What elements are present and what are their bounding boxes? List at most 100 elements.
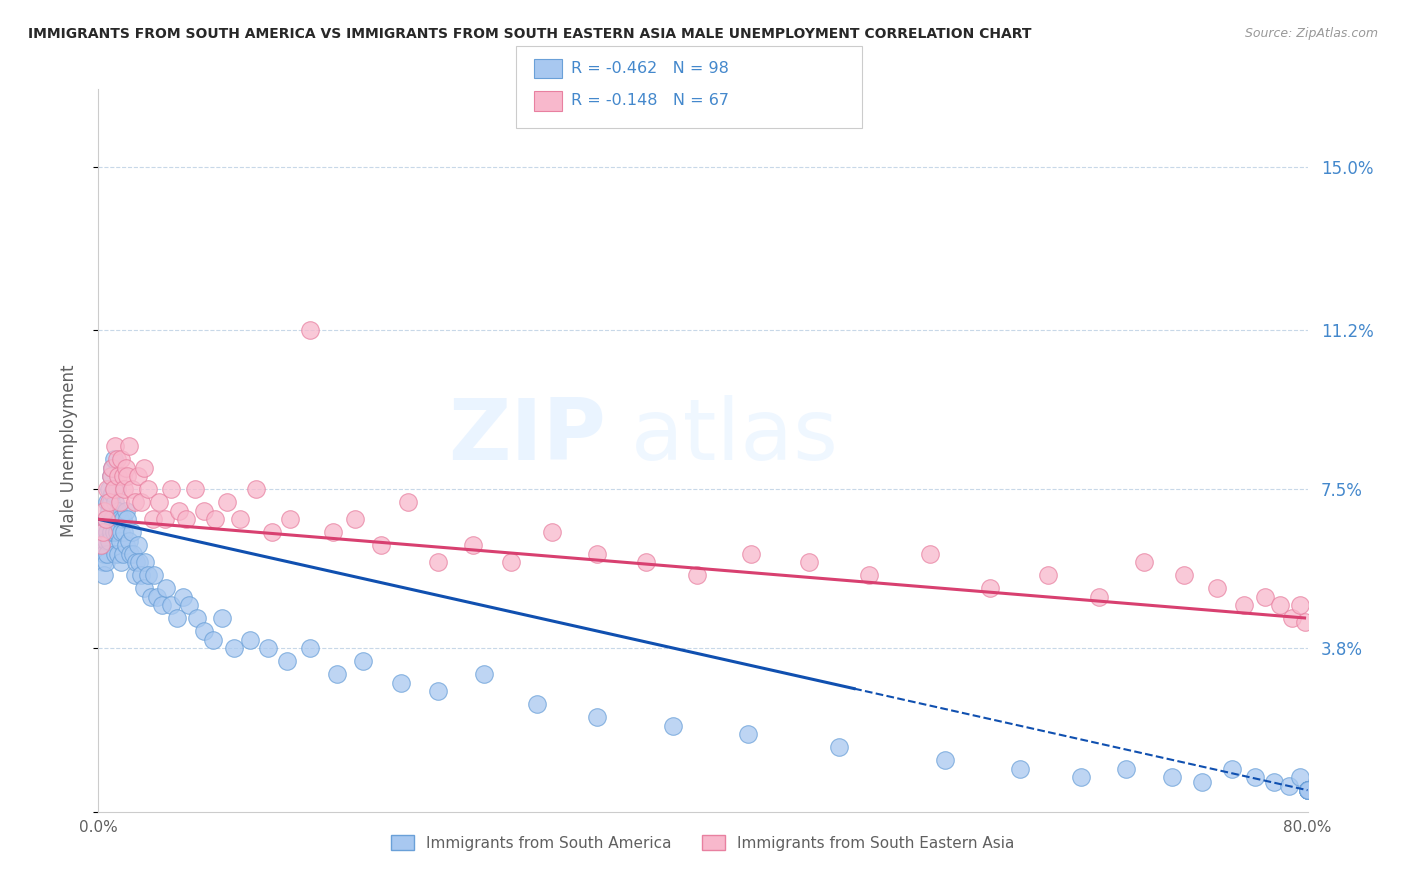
Point <box>91 525 114 540</box>
Point <box>1191 774 1213 789</box>
Point <box>122 547 145 561</box>
Point <box>104 439 127 453</box>
Legend: Immigrants from South America, Immigrants from South Eastern Asia: Immigrants from South America, Immigrant… <box>384 827 1022 858</box>
Point <box>193 624 215 639</box>
Point <box>104 495 127 509</box>
Point <box>110 525 132 540</box>
Point <box>111 512 134 526</box>
Point <box>100 495 122 509</box>
Point <box>121 482 143 496</box>
Point <box>90 538 112 552</box>
Point <box>239 632 262 647</box>
Point <box>686 568 709 582</box>
Point <box>918 547 941 561</box>
Point <box>1296 783 1319 797</box>
Point <box>93 547 115 561</box>
Point <box>103 482 125 496</box>
Point <box>1254 590 1277 604</box>
Point <box>118 533 141 548</box>
Point <box>105 525 128 540</box>
Point <box>427 684 450 698</box>
Point <box>94 555 117 569</box>
Point <box>1296 783 1319 797</box>
Point <box>98 533 121 548</box>
Point <box>1296 783 1319 797</box>
Point <box>101 486 124 500</box>
Point <box>1263 774 1285 789</box>
Point <box>1233 599 1256 613</box>
Point <box>797 555 820 569</box>
Point <box>105 452 128 467</box>
Point <box>499 555 522 569</box>
Point <box>1278 779 1301 793</box>
Point <box>132 460 155 475</box>
Point <box>160 482 183 496</box>
Point <box>1173 568 1195 582</box>
Point <box>94 512 117 526</box>
Point <box>146 590 169 604</box>
Point <box>124 568 146 582</box>
Point <box>96 547 118 561</box>
Point <box>172 590 194 604</box>
Point <box>1296 783 1319 797</box>
Point <box>1070 770 1092 784</box>
Point <box>256 641 278 656</box>
Point <box>299 323 322 337</box>
Point <box>104 547 127 561</box>
Point <box>108 495 131 509</box>
Point <box>110 452 132 467</box>
Point <box>105 482 128 496</box>
Point <box>174 512 197 526</box>
Point <box>280 512 302 526</box>
Point <box>344 512 367 526</box>
Point <box>184 482 207 496</box>
Point <box>1220 762 1243 776</box>
Point <box>167 503 190 517</box>
Point <box>202 632 225 647</box>
Point <box>262 525 284 540</box>
Point <box>389 675 412 690</box>
Point <box>858 568 880 582</box>
Point <box>427 555 450 569</box>
Point <box>115 512 138 526</box>
Point <box>204 512 226 526</box>
Point <box>737 727 759 741</box>
Point <box>132 581 155 595</box>
Point <box>179 599 201 613</box>
Text: Source: ZipAtlas.com: Source: ZipAtlas.com <box>1244 27 1378 40</box>
Point <box>215 495 238 509</box>
Point <box>1296 783 1319 797</box>
Point <box>111 469 134 483</box>
Point <box>1270 599 1292 613</box>
Point <box>96 482 118 496</box>
Point <box>101 460 124 475</box>
Point <box>352 654 374 668</box>
Point <box>136 482 159 496</box>
Point <box>98 503 121 517</box>
Point <box>108 512 131 526</box>
Point <box>94 512 117 526</box>
Point <box>150 599 173 613</box>
Point <box>155 581 177 595</box>
Text: ZIP: ZIP <box>449 394 606 477</box>
Point <box>91 555 114 569</box>
Point <box>114 538 136 552</box>
Point <box>136 568 159 582</box>
Point <box>540 525 562 540</box>
Point <box>828 740 851 755</box>
Point <box>115 469 138 483</box>
Point <box>1281 611 1303 625</box>
Point <box>142 512 165 526</box>
Point <box>120 547 142 561</box>
Point <box>101 512 124 526</box>
Point <box>245 482 267 496</box>
Point <box>100 469 122 483</box>
Point <box>100 469 122 483</box>
Point <box>1206 581 1229 595</box>
Point <box>129 568 152 582</box>
Point <box>661 719 683 733</box>
Text: atlas: atlas <box>630 394 838 477</box>
Text: R = -0.148   N = 67: R = -0.148 N = 67 <box>571 94 728 108</box>
Point <box>101 460 124 475</box>
Point <box>1294 615 1316 630</box>
